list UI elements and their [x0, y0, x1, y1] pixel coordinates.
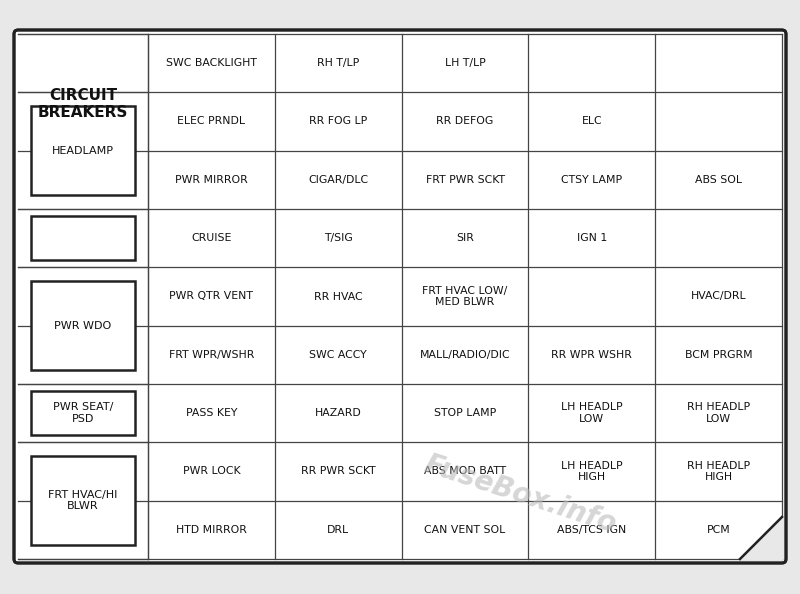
Text: ELEC PRNDL: ELEC PRNDL	[178, 116, 246, 127]
Text: HEADLAMP: HEADLAMP	[52, 146, 114, 156]
Bar	[31, 216, 135, 260]
Text: PWR MIRROR: PWR MIRROR	[175, 175, 248, 185]
Text: ABS SOL: ABS SOL	[695, 175, 742, 185]
Text: SWC ACCY: SWC ACCY	[310, 350, 367, 360]
Text: FRT WPR/WSHR: FRT WPR/WSHR	[169, 350, 254, 360]
Text: LH T/LP: LH T/LP	[445, 58, 486, 68]
Text: PWR LOCK: PWR LOCK	[182, 466, 240, 476]
Text: HVAC/DRL: HVAC/DRL	[690, 292, 746, 302]
Text: FRT PWR SCKT: FRT PWR SCKT	[426, 175, 505, 185]
Text: RR DEFOG: RR DEFOG	[436, 116, 494, 127]
Text: ELC: ELC	[582, 116, 602, 127]
FancyBboxPatch shape	[14, 30, 786, 563]
Text: HAZARD: HAZARD	[315, 408, 362, 418]
Text: FuseBox.info: FuseBox.info	[420, 450, 620, 538]
Text: CAN VENT SOL: CAN VENT SOL	[424, 525, 506, 535]
Text: FRT HVAC LOW/
MED BLWR: FRT HVAC LOW/ MED BLWR	[422, 286, 508, 307]
Text: FRT HVAC/HI
BLWR: FRT HVAC/HI BLWR	[48, 490, 118, 511]
Text: DRL: DRL	[327, 525, 350, 535]
Text: RH T/LP: RH T/LP	[317, 58, 359, 68]
Text: HTD MIRROR: HTD MIRROR	[176, 525, 247, 535]
Polygon shape	[740, 517, 782, 559]
Text: IGN 1: IGN 1	[577, 233, 607, 243]
Text: PWR WDO: PWR WDO	[54, 321, 112, 331]
Text: PCM: PCM	[706, 525, 730, 535]
Text: RR FOG LP: RR FOG LP	[309, 116, 367, 127]
Text: CIGAR/DLC: CIGAR/DLC	[308, 175, 368, 185]
Text: MALL/RADIO/DIC: MALL/RADIO/DIC	[420, 350, 510, 360]
Text: PWR SEAT/
PSD: PWR SEAT/ PSD	[53, 402, 113, 424]
Text: SWC BACKLIGHT: SWC BACKLIGHT	[166, 58, 257, 68]
Text: RR WPR WSHR: RR WPR WSHR	[551, 350, 632, 360]
Text: BCM PRGRM: BCM PRGRM	[685, 350, 753, 360]
Text: LH HEADLP
HIGH: LH HEADLP HIGH	[561, 461, 622, 482]
Text: CIRCUIT
BREAKERS: CIRCUIT BREAKERS	[38, 88, 128, 120]
Text: PASS KEY: PASS KEY	[186, 408, 237, 418]
Bar	[31, 106, 135, 195]
Text: SIR: SIR	[456, 233, 474, 243]
Bar	[31, 456, 135, 545]
Bar	[31, 391, 135, 435]
Text: CRUISE: CRUISE	[191, 233, 231, 243]
Text: RH HEADLP
LOW: RH HEADLP LOW	[687, 402, 750, 424]
Text: CTSY LAMP: CTSY LAMP	[562, 175, 622, 185]
Text: PWR QTR VENT: PWR QTR VENT	[170, 292, 254, 302]
Text: ABS MOD BATT: ABS MOD BATT	[424, 466, 506, 476]
Bar	[31, 282, 135, 370]
Text: RR PWR SCKT: RR PWR SCKT	[301, 466, 375, 476]
Text: RH HEADLP
HIGH: RH HEADLP HIGH	[687, 461, 750, 482]
Text: ABS/TCS IGN: ABS/TCS IGN	[557, 525, 626, 535]
Text: T/SIG: T/SIG	[324, 233, 353, 243]
Text: LH HEADLP
LOW: LH HEADLP LOW	[561, 402, 622, 424]
Text: STOP LAMP: STOP LAMP	[434, 408, 496, 418]
Text: RR HVAC: RR HVAC	[314, 292, 362, 302]
